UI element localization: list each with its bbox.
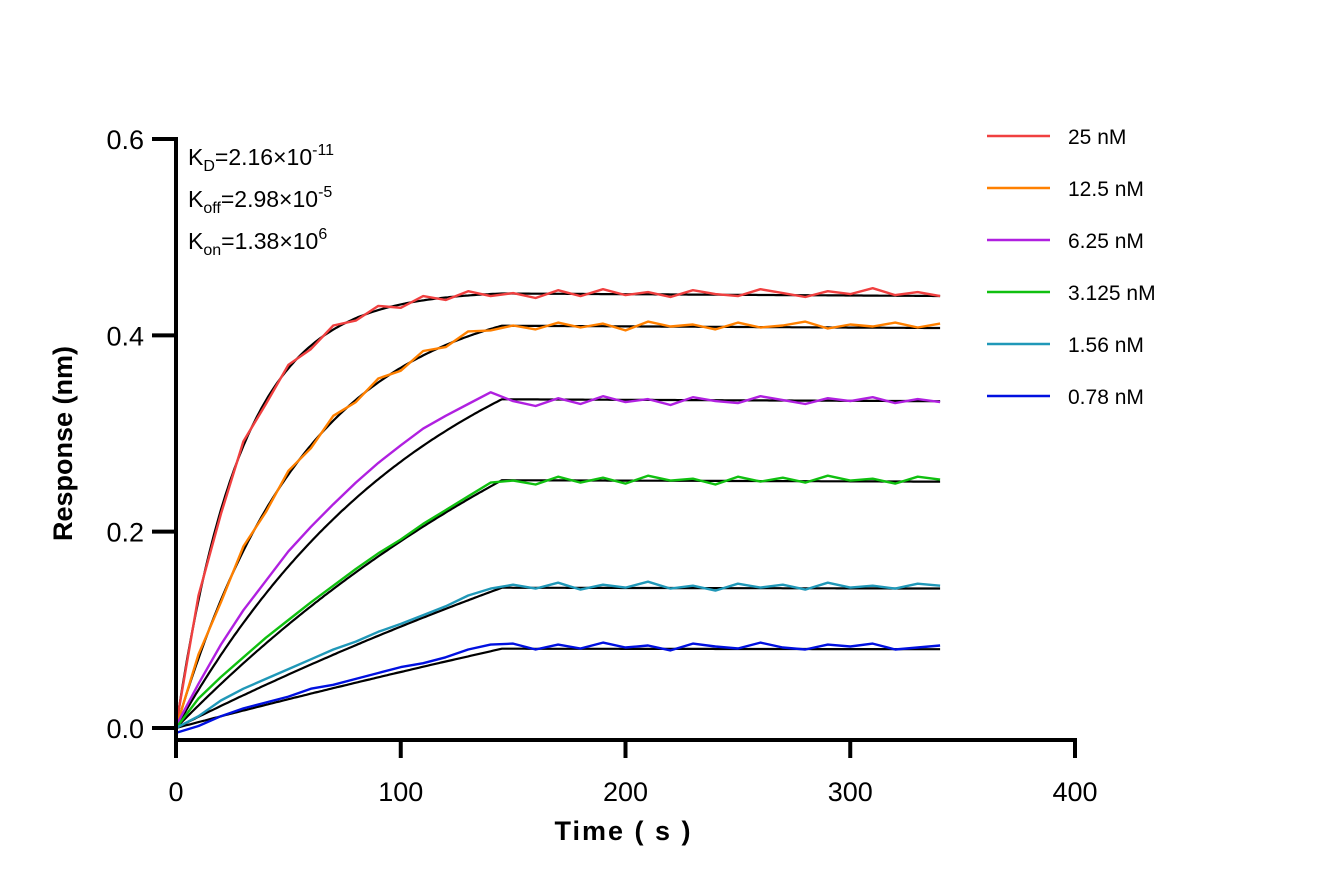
legend-label: 6.25 nM <box>1068 230 1144 253</box>
annotation-kon: Kon=1.38×106 <box>188 226 327 259</box>
data-trace-6.25-nM <box>174 391 941 727</box>
x-tick-label: 100 <box>378 777 423 807</box>
data-trace-0.78-nM <box>175 641 941 735</box>
y-axis-label: Response (nm) <box>48 346 78 541</box>
axes: 0 100 200 300 400 0.0 0.2 0.4 0.6 Time ( s ) Respo… <box>48 125 1098 846</box>
data-trace-12.5-nM <box>174 320 941 729</box>
fit-curve-1.56-nM <box>175 586 941 729</box>
kinetics-annotations: KD=2.16×10-11 Koff=2.98×10-5 Kon=1.38×106 <box>188 142 334 259</box>
x-tick-label: 0 <box>168 777 183 807</box>
y-tick-label: 0.6 <box>106 125 144 155</box>
y-tick-label: 0.4 <box>106 321 144 351</box>
x-tick-label: 200 <box>603 777 648 807</box>
data-trace-1.56-nM <box>175 580 941 730</box>
x-axis-label: Time ( s ) <box>554 816 692 846</box>
legend-item: 6.25 nM <box>987 230 1144 253</box>
legend-label: 12.5 nM <box>1068 178 1144 201</box>
fit-curve-25-nM <box>174 292 941 729</box>
legend-label: 3.125 nM <box>1068 282 1156 305</box>
y-tick-label: 0.0 <box>106 714 144 744</box>
y-tick-label: 0.2 <box>106 518 144 548</box>
x-tick-label: 300 <box>828 777 873 807</box>
annotation-kd: KD=2.16×10-11 <box>188 142 334 175</box>
annotation-koff: Koff=2.98×10-5 <box>188 184 332 217</box>
fit-curve-3.125-nM <box>175 479 941 729</box>
legend-item: 1.56 nM <box>987 334 1144 357</box>
fit-curve-6.25-nM <box>175 398 941 729</box>
fit-curve-0.78-nM <box>175 647 941 730</box>
legend-item: 12.5 nM <box>987 178 1144 201</box>
legend-item: 3.125 nM <box>987 282 1156 305</box>
x-tick-label: 400 <box>1052 777 1097 807</box>
legend-item: 25 nM <box>987 126 1126 149</box>
legend: 25 nM 12.5 nM 6.25 nM 3.125 nM 1.56 nM 0.78 n… <box>987 126 1156 409</box>
data-trace-3.125-nM <box>175 474 941 729</box>
fit-curves <box>174 292 941 730</box>
legend-item: 0.78 nM <box>987 386 1144 409</box>
data-traces <box>174 287 941 735</box>
legend-label: 25 nM <box>1068 126 1126 149</box>
legend-label: 0.78 nM <box>1068 386 1144 409</box>
legend-label: 1.56 nM <box>1068 334 1144 357</box>
data-trace-25-nM <box>174 287 941 727</box>
